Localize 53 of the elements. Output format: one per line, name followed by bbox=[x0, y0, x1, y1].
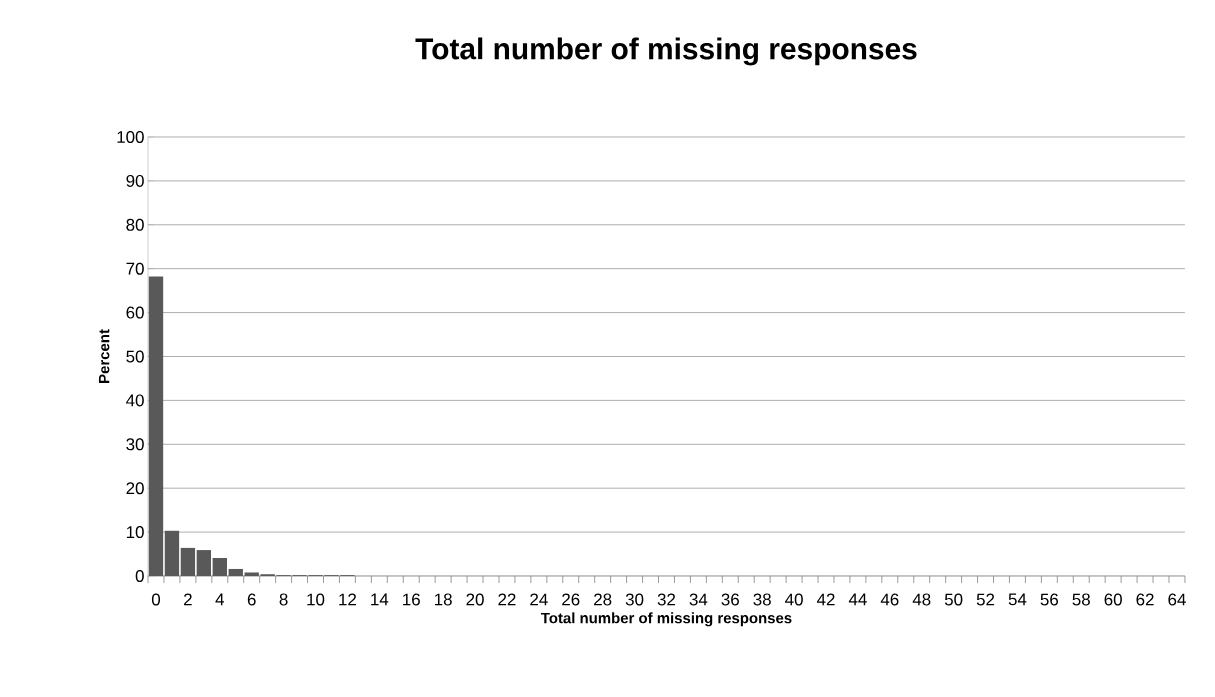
bar bbox=[196, 550, 212, 576]
bar bbox=[212, 557, 227, 576]
x-tick-label: 54 bbox=[1008, 593, 1027, 606]
y-tick-label: 60 bbox=[126, 306, 144, 319]
y-tick-label: 50 bbox=[126, 350, 144, 363]
x-tick-label: 8 bbox=[279, 593, 288, 606]
x-tick-label: 12 bbox=[339, 593, 356, 606]
bar bbox=[164, 530, 180, 576]
x-tick-label: 10 bbox=[307, 593, 325, 606]
y-tick-label: 80 bbox=[126, 218, 144, 231]
x-tick-label: 62 bbox=[1136, 593, 1154, 606]
x-tick-label: 18 bbox=[435, 593, 452, 606]
chart-title: Total number of missing responses bbox=[415, 37, 917, 66]
y-axis-title: Percent bbox=[98, 329, 110, 383]
x-tick-label: 64 bbox=[1168, 593, 1186, 606]
x-tick-label: 6 bbox=[247, 593, 256, 606]
x-tick-label: 28 bbox=[594, 593, 612, 606]
x-tick-label: 16 bbox=[403, 593, 420, 606]
x-tick-label: 48 bbox=[912, 593, 931, 606]
bar bbox=[180, 547, 196, 576]
x-tick-label: 50 bbox=[944, 593, 963, 606]
y-tick-label: 10 bbox=[126, 526, 144, 539]
x-tick-label: 26 bbox=[562, 593, 580, 606]
y-tick-label: 100 bbox=[117, 130, 144, 143]
y-tick-label: 90 bbox=[126, 174, 144, 187]
x-tick-label: 58 bbox=[1072, 593, 1090, 606]
x-axis-title: Total number of missing responses bbox=[540, 612, 792, 627]
x-tick-label: 0 bbox=[151, 593, 161, 606]
x-tick-label: 60 bbox=[1104, 593, 1122, 606]
x-tick-label: 4 bbox=[215, 593, 225, 606]
x-tick-label: 52 bbox=[976, 593, 995, 606]
x-tick-label: 22 bbox=[498, 593, 516, 606]
x-tick-label: 38 bbox=[753, 593, 771, 606]
x-tick-label: 46 bbox=[880, 593, 899, 606]
x-tick-label: 30 bbox=[625, 593, 644, 606]
bar bbox=[228, 568, 243, 576]
x-tick-label: 44 bbox=[848, 593, 867, 606]
x-tick-label: 56 bbox=[1040, 593, 1059, 606]
x-tick-label: 42 bbox=[816, 593, 835, 606]
y-tick-label: 20 bbox=[126, 482, 144, 495]
y-tick-label: 30 bbox=[126, 438, 144, 451]
bar bbox=[148, 276, 164, 576]
x-tick-label: 36 bbox=[721, 593, 739, 606]
x-tick-label: 32 bbox=[657, 593, 676, 606]
y-tick-label: 40 bbox=[126, 394, 144, 407]
x-tick-label: 34 bbox=[689, 593, 708, 606]
y-tick-label: 70 bbox=[126, 262, 144, 275]
x-tick-label: 24 bbox=[530, 593, 548, 606]
x-tick-label: 2 bbox=[184, 593, 192, 606]
y-tick-label: 0 bbox=[135, 569, 144, 582]
x-tick-label: 14 bbox=[371, 593, 389, 606]
x-tick-label: 20 bbox=[466, 593, 484, 606]
x-tick-label: 40 bbox=[785, 593, 803, 606]
